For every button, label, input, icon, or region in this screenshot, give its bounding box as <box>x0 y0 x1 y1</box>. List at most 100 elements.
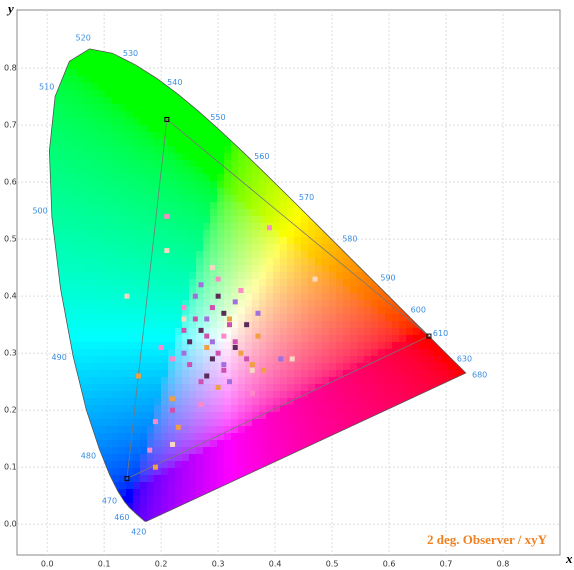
color-cell <box>161 272 169 280</box>
color-cell <box>70 125 78 133</box>
color-cell <box>133 356 141 364</box>
color-cell <box>266 230 274 238</box>
color-cell <box>63 265 71 273</box>
color-cell <box>63 125 71 133</box>
color-cell <box>196 265 204 273</box>
x-tick-label: 0.4 <box>269 560 282 569</box>
color-cell <box>210 426 218 434</box>
color-cell <box>147 167 155 175</box>
color-cell <box>357 300 365 308</box>
color-cell <box>273 195 281 203</box>
color-cell <box>98 174 106 182</box>
color-cell <box>98 209 106 217</box>
color-cell <box>175 216 183 224</box>
color-cell <box>49 181 57 189</box>
color-cell <box>392 342 400 350</box>
color-cell <box>224 251 232 259</box>
color-cell <box>84 146 92 154</box>
color-cell <box>203 146 211 154</box>
color-cell <box>161 125 169 133</box>
color-cell <box>182 440 190 448</box>
color-cell <box>70 174 78 182</box>
color-cell <box>357 342 365 350</box>
color-cell <box>84 314 92 322</box>
color-cell <box>168 146 176 154</box>
color-cell <box>189 181 197 189</box>
color-cell <box>350 300 358 308</box>
color-cell <box>70 230 78 238</box>
color-cell <box>154 125 162 133</box>
color-cell <box>294 335 302 343</box>
color-cell <box>329 244 337 252</box>
color-cell <box>126 342 134 350</box>
color-cell <box>119 90 127 98</box>
color-cell <box>105 146 113 154</box>
color-cell <box>371 356 379 364</box>
color-cell <box>224 167 232 175</box>
color-cell <box>399 342 407 350</box>
color-cell <box>77 160 85 168</box>
color-cell <box>252 321 260 329</box>
color-cell <box>371 363 379 371</box>
color-cell <box>259 174 267 182</box>
color-cell <box>329 356 337 364</box>
color-cell <box>266 433 274 441</box>
color-cell <box>98 160 106 168</box>
color-cell <box>210 384 218 392</box>
color-cell <box>63 83 71 91</box>
color-cell <box>238 419 246 427</box>
color-cell <box>63 139 71 147</box>
color-cell <box>217 335 225 343</box>
color-cell <box>147 405 155 413</box>
sample-point <box>170 441 176 447</box>
color-cell <box>231 237 239 245</box>
color-cell <box>343 377 351 385</box>
color-cell <box>98 76 106 84</box>
color-cell <box>217 461 225 469</box>
color-cell <box>168 426 176 434</box>
color-cell <box>140 342 148 350</box>
color-cell <box>259 188 267 196</box>
color-cell <box>126 118 134 126</box>
color-cell <box>63 69 71 77</box>
color-cell <box>189 293 197 301</box>
color-cell <box>91 111 99 119</box>
color-cell <box>371 398 379 406</box>
color-cell <box>154 412 162 420</box>
color-cell <box>133 69 141 77</box>
color-cell <box>161 461 169 469</box>
color-cell <box>273 223 281 231</box>
color-cell <box>371 405 379 413</box>
color-cell <box>133 510 141 518</box>
color-cell <box>77 76 85 84</box>
sample-point <box>255 310 261 316</box>
color-cell <box>154 321 162 329</box>
color-cell <box>322 412 330 420</box>
color-cell <box>231 146 239 154</box>
color-cell <box>392 307 400 315</box>
color-cell <box>238 398 246 406</box>
color-cell <box>70 209 78 217</box>
color-cell <box>189 475 197 483</box>
color-cell <box>364 405 372 413</box>
color-cell <box>154 272 162 280</box>
color-cell <box>357 398 365 406</box>
color-cell <box>189 433 197 441</box>
color-cell <box>273 335 281 343</box>
sample-point <box>170 396 176 402</box>
color-cell <box>56 258 64 266</box>
color-cell <box>371 300 379 308</box>
color-cell <box>350 328 358 336</box>
color-cell <box>308 272 316 280</box>
color-cell <box>133 433 141 441</box>
color-cell <box>140 90 148 98</box>
color-cell <box>280 272 288 280</box>
color-cell <box>224 153 232 161</box>
color-cell <box>252 258 260 266</box>
color-cell <box>147 209 155 217</box>
color-cell <box>161 195 169 203</box>
sample-point <box>198 379 204 385</box>
color-cell <box>98 223 106 231</box>
color-cell <box>154 433 162 441</box>
color-cell <box>77 363 85 371</box>
